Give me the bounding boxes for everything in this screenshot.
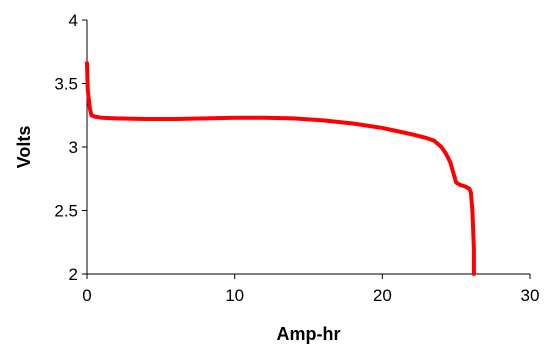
y-axis-title: Volts xyxy=(14,126,34,169)
series-layer xyxy=(85,61,476,276)
ticks: 2 2.5 3 3.5 4 0 10 20 30 xyxy=(54,11,539,305)
y-tick-label: 4 xyxy=(69,11,78,30)
y-tick-label: 2.5 xyxy=(54,202,78,221)
y-tick-label: 3.5 xyxy=(54,75,78,94)
x-tick-label: 20 xyxy=(373,286,392,305)
y-tick-label: 2 xyxy=(69,265,78,284)
y-tick-label: 3 xyxy=(69,138,78,157)
x-axis-title: Amp-hr xyxy=(277,324,341,344)
voltage-series-line xyxy=(85,61,476,276)
axes xyxy=(86,20,530,275)
x-tick-label: 30 xyxy=(521,286,540,305)
x-tick-label: 10 xyxy=(225,286,244,305)
x-tick-label: 0 xyxy=(82,286,91,305)
